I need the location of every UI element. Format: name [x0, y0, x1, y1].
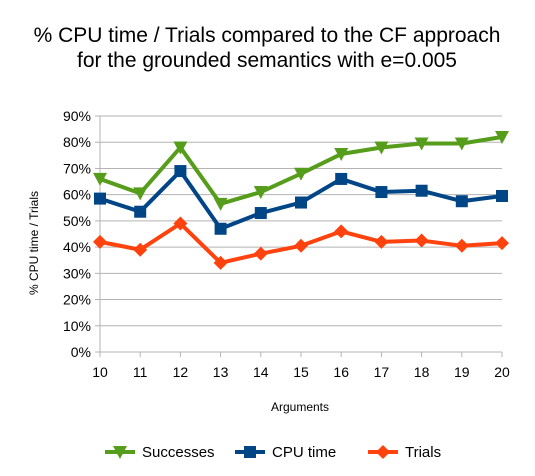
y-tick-label: 30% — [63, 265, 91, 281]
data-point-successes — [173, 141, 188, 155]
y-tick-label: 40% — [63, 239, 91, 255]
y-tick-label: 0% — [71, 344, 91, 360]
data-point-cpu-time — [455, 195, 468, 208]
x-tick-label: 12 — [173, 364, 189, 380]
data-point-successes — [374, 141, 389, 155]
x-tick-label: 17 — [374, 364, 390, 380]
data-point-trials — [253, 246, 268, 261]
data-point-trials — [495, 236, 509, 251]
data-point-cpu-time — [375, 186, 388, 199]
data-point-trials — [133, 242, 148, 257]
x-tick-label: 14 — [253, 364, 269, 380]
legend-marker-trials — [376, 445, 390, 459]
data-point-cpu-time — [134, 205, 147, 218]
series-trials — [93, 216, 509, 270]
legend-label-cpu-time: CPU time — [272, 444, 336, 461]
x-tick-label: 13 — [213, 364, 229, 380]
data-point-trials — [334, 224, 349, 239]
legend-marker-cpu-time — [244, 446, 256, 458]
x-axis-label: Arguments — [271, 400, 329, 414]
legend-item-trials: Trials — [368, 444, 441, 461]
x-tick-label: 15 — [293, 364, 309, 380]
data-point-cpu-time — [295, 196, 307, 209]
legend-item-successes: Successes — [105, 444, 215, 461]
y-tick-label: 60% — [63, 187, 91, 203]
series-lines — [93, 130, 509, 270]
series-successes — [93, 130, 509, 211]
data-point-trials — [294, 238, 308, 253]
data-point-successes — [454, 137, 469, 151]
legend: Successes CPU time Trials — [105, 444, 441, 461]
tick-labels: 0% 10% 20% 30% 40% 50% 60% 70% 80% 90% 10 11 12 13 14 1… — [63, 108, 510, 380]
x-tick-label: 18 — [414, 364, 430, 380]
data-point-successes — [213, 197, 228, 211]
y-tick-label: 80% — [63, 134, 91, 150]
data-point-cpu-time — [496, 189, 508, 202]
x-tick-label: 20 — [494, 364, 510, 380]
y-axis-label: % CPU time / Trials — [27, 191, 41, 295]
data-point-cpu-time — [94, 192, 106, 205]
chart-title-line-1: % CPU time / Trials compared to the CF a… — [34, 24, 501, 47]
data-point-trials — [454, 238, 469, 253]
x-tick-label: 16 — [333, 364, 349, 380]
data-point-trials — [213, 255, 228, 270]
data-point-cpu-time — [415, 184, 428, 197]
legend-marker-successes — [113, 446, 127, 459]
data-point-successes — [294, 167, 308, 181]
data-point-trials — [93, 234, 107, 249]
data-point-successes — [495, 130, 509, 144]
data-point-successes — [133, 187, 148, 201]
legend-item-cpu-time: CPU time — [235, 444, 336, 461]
series-cpu-time — [94, 165, 508, 235]
y-tick-label: 50% — [63, 213, 91, 229]
axes — [95, 115, 503, 357]
data-point-trials — [374, 234, 389, 249]
data-point-cpu-time — [214, 222, 227, 235]
data-point-cpu-time — [254, 207, 267, 220]
data-point-trials — [173, 216, 188, 231]
legend-label-successes: Successes — [142, 444, 215, 461]
chart-title-line-2: for the grounded semantics with e=0.005 — [77, 49, 457, 72]
y-tick-label: 20% — [63, 292, 91, 308]
x-tick-label: 19 — [454, 364, 470, 380]
x-tick-label: 11 — [133, 364, 148, 380]
data-point-successes — [93, 172, 107, 186]
x-tick-label: 10 — [92, 364, 108, 380]
data-point-successes — [253, 186, 268, 200]
data-point-trials — [414, 233, 429, 248]
data-point-cpu-time — [335, 172, 348, 185]
data-point-successes — [334, 148, 349, 162]
data-point-cpu-time — [174, 165, 187, 178]
y-tick-label: 90% — [63, 108, 91, 124]
y-tick-label: 70% — [63, 160, 91, 176]
data-point-successes — [414, 137, 429, 151]
legend-label-trials: Trials — [405, 444, 441, 461]
y-tick-label: 10% — [63, 318, 91, 334]
gridlines — [100, 115, 502, 353]
